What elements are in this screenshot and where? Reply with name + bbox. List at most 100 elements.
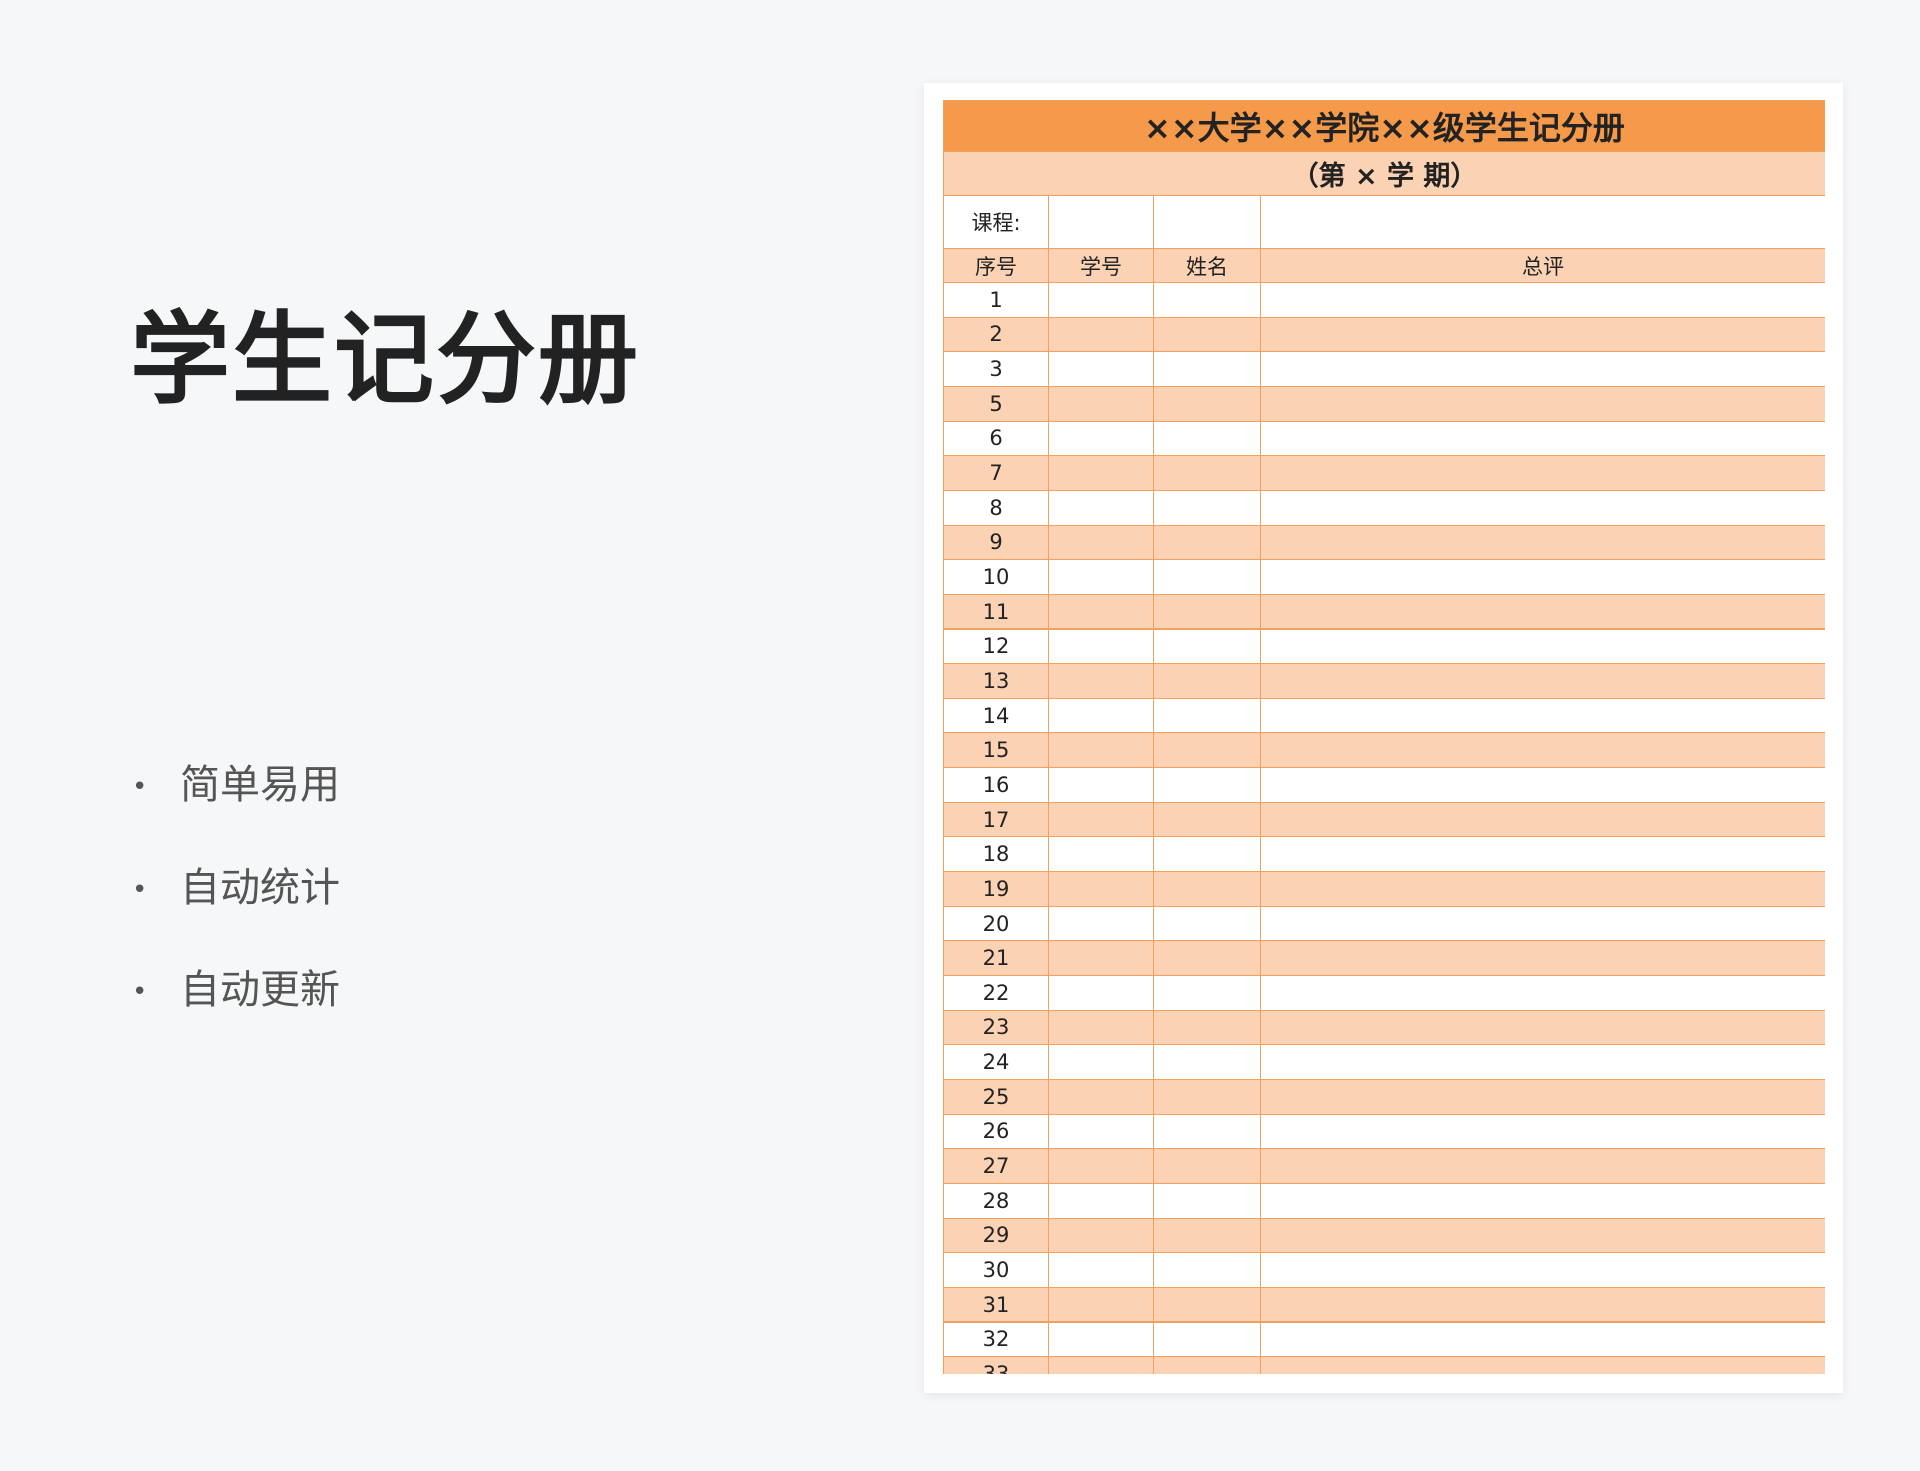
- cell: [1260, 1078, 1825, 1115]
- cell: [1153, 195, 1261, 249]
- cell: [1048, 1113, 1154, 1150]
- cell: （第 × 学 期）: [943, 151, 1825, 196]
- feature: • 自动统计: [132, 865, 340, 911]
- cell: [1153, 1356, 1261, 1374]
- cell: [1048, 1217, 1154, 1254]
- sheet-table: ××大学××学院××级学生记分册 （第 × 学 期） 课程: 序号 学号 姓名 总评 1 2 3 5…: [943, 100, 1825, 1374]
- cell: [1260, 871, 1825, 907]
- cell: [1048, 524, 1154, 561]
- cell: [1260, 1321, 1825, 1358]
- cell: [1048, 975, 1154, 1011]
- cell: 学号: [1048, 248, 1154, 283]
- cell: 17: [943, 801, 1049, 838]
- cell: 29: [943, 1217, 1049, 1254]
- cell: [1260, 1044, 1825, 1080]
- cell: [1153, 1113, 1261, 1150]
- cell: ××大学××学院××级学生记分册: [943, 100, 1825, 152]
- cell: [1048, 801, 1154, 838]
- cell: [1048, 767, 1154, 803]
- cell: [1260, 697, 1825, 734]
- cell: [1048, 1321, 1154, 1358]
- cell: 24: [943, 1044, 1049, 1080]
- cell: [1048, 385, 1154, 422]
- cell: [1153, 593, 1261, 630]
- cell: 7: [943, 455, 1049, 491]
- feature-text: 自动更新: [180, 967, 340, 1013]
- cell: [1260, 420, 1825, 457]
- cell: 总评: [1260, 248, 1825, 283]
- cell: [1153, 663, 1261, 699]
- cell: [1048, 282, 1154, 318]
- cell: [1153, 351, 1261, 387]
- cell: [1260, 801, 1825, 838]
- cell: 28: [943, 1182, 1049, 1219]
- cell: [1048, 1286, 1154, 1323]
- cell: [1260, 593, 1825, 630]
- cell: [1260, 628, 1825, 665]
- cell: [1260, 836, 1825, 873]
- cell: 1: [943, 282, 1049, 318]
- cell: [1153, 1182, 1261, 1219]
- cell: [1260, 1356, 1825, 1374]
- cell: [1048, 1148, 1154, 1184]
- cell: 5: [943, 385, 1049, 422]
- cell: [1153, 801, 1261, 838]
- cell: [1153, 1217, 1261, 1254]
- cell: 26: [943, 1113, 1049, 1150]
- cell: 33: [943, 1356, 1049, 1374]
- cell: [1260, 940, 1825, 976]
- cell: [1048, 940, 1154, 976]
- cell: [1260, 1286, 1825, 1323]
- cell: 21: [943, 940, 1049, 976]
- cell: [1153, 316, 1261, 353]
- cell: [1048, 1078, 1154, 1115]
- cell: [1153, 559, 1261, 595]
- cell: 13: [943, 663, 1049, 699]
- cell: [1153, 836, 1261, 873]
- cell: [1260, 385, 1825, 422]
- cell: [1260, 732, 1825, 769]
- cell: 18: [943, 836, 1049, 873]
- cell: [1260, 975, 1825, 1011]
- cell: [1048, 316, 1154, 353]
- cell: [1153, 1286, 1261, 1323]
- cell: 30: [943, 1252, 1049, 1288]
- cell: [1153, 1044, 1261, 1080]
- cell: 22: [943, 975, 1049, 1011]
- cell: [1260, 905, 1825, 942]
- cell: [1153, 940, 1261, 976]
- cell: [1153, 455, 1261, 491]
- cell: [1260, 455, 1825, 491]
- cell: [1260, 767, 1825, 803]
- cell: 23: [943, 1009, 1049, 1046]
- cell: [1153, 1252, 1261, 1288]
- cell: [1048, 1182, 1154, 1219]
- cell: [1048, 195, 1154, 249]
- cell: [1153, 1321, 1261, 1358]
- cell: [1260, 663, 1825, 699]
- cell: [1153, 1009, 1261, 1046]
- feature: • 自动更新: [132, 967, 340, 1013]
- cell: [1260, 559, 1825, 595]
- cell: [1153, 524, 1261, 561]
- cell: [1260, 1252, 1825, 1288]
- cell: 27: [943, 1148, 1049, 1184]
- cell: [1048, 1044, 1154, 1080]
- cell: [1048, 697, 1154, 734]
- cell: [1153, 489, 1261, 526]
- cell: [1048, 559, 1154, 595]
- cell: [1048, 1356, 1154, 1374]
- page-title: 学生记分册: [130, 301, 640, 418]
- cell: 31: [943, 1286, 1049, 1323]
- cell: [1260, 1009, 1825, 1046]
- cell: [1048, 455, 1154, 491]
- cell: [1048, 420, 1154, 457]
- cell: [1260, 1182, 1825, 1219]
- cell: 2: [943, 316, 1049, 353]
- cell: [1260, 282, 1825, 318]
- cell: [1048, 593, 1154, 630]
- cell: 课程:: [943, 195, 1049, 249]
- cell: 8: [943, 489, 1049, 526]
- cell: 6: [943, 420, 1049, 457]
- cell: [1048, 628, 1154, 665]
